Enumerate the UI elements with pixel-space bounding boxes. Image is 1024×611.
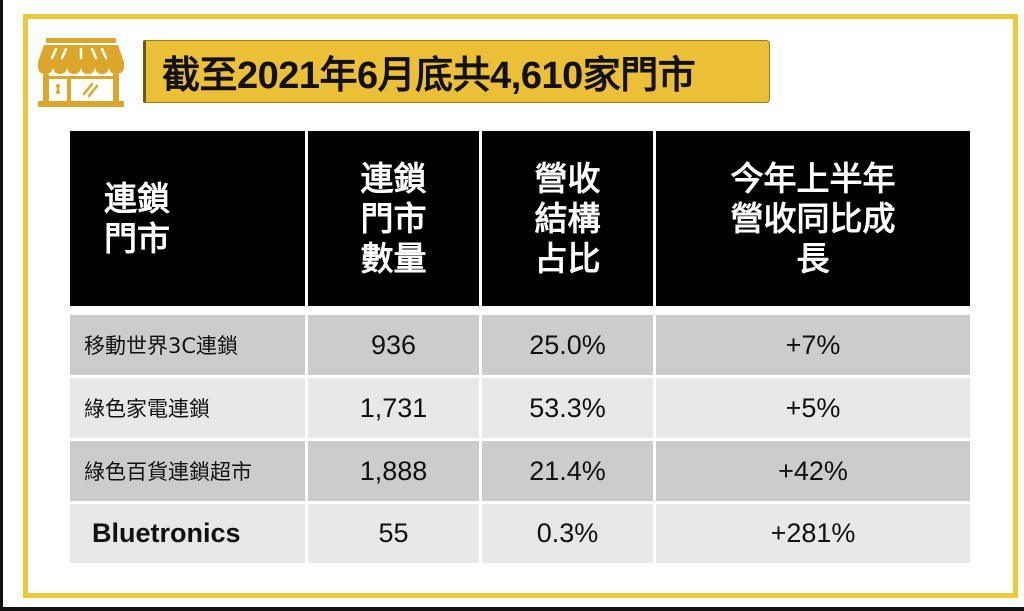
image-edge-bottom — [0, 607, 1024, 611]
table-cell-name: 綠色百貨連鎖超市 — [70, 441, 305, 501]
header-line: 營收同比成 — [730, 198, 896, 238]
table-cell-stores: 1,731 — [308, 378, 479, 438]
header-line: 數量 — [360, 238, 427, 278]
table-cell-growth: +281% — [656, 504, 970, 563]
table-cell-name: Bluetronics — [70, 504, 305, 563]
header-store-count: 連鎖 門市 數量 — [308, 131, 479, 306]
header-chain-store: 連鎖 門市 — [70, 131, 305, 306]
table-cell-growth: +5% — [656, 378, 970, 438]
table-cell-growth: +7% — [656, 315, 970, 375]
header-line: 連鎖 — [104, 178, 170, 218]
table-cell-stores: 1,888 — [308, 441, 479, 501]
table-cell-stores: 936 — [308, 315, 479, 375]
header-revenue-share: 營收 結構 占比 — [482, 131, 653, 306]
page-title: 截至2021年6月底共4,610家門市 — [162, 55, 696, 97]
header-line: 占比 — [534, 238, 601, 278]
header-line: 營收 — [534, 158, 601, 198]
table-cell-growth: +42% — [656, 441, 970, 501]
header-line: 今年上半年 — [730, 158, 896, 198]
table-cell-share: 53.3% — [482, 378, 653, 438]
table-cell-share: 21.4% — [482, 441, 653, 501]
table-cell-share: 25.0% — [482, 315, 653, 375]
table-cell-name: 移動世界3C連鎖 — [70, 315, 305, 375]
header-line: 長 — [796, 238, 830, 278]
storefront-icon — [36, 36, 126, 110]
header-line: 連鎖 — [360, 158, 427, 198]
header-revenue-growth: 今年上半年 營收同比成 長 — [656, 131, 970, 306]
table-cell-stores: 55 — [308, 504, 479, 563]
header-line: 結構 — [534, 198, 601, 238]
image-edge-left — [0, 0, 3, 611]
title-banner: 截至2021年6月底共4,610家門市 — [143, 40, 770, 103]
table-cell-share: 0.3% — [482, 504, 653, 563]
header-line: 門市 — [104, 218, 170, 258]
header-line: 門市 — [360, 198, 427, 238]
table-cell-name: 綠色家電連鎖 — [70, 378, 305, 438]
